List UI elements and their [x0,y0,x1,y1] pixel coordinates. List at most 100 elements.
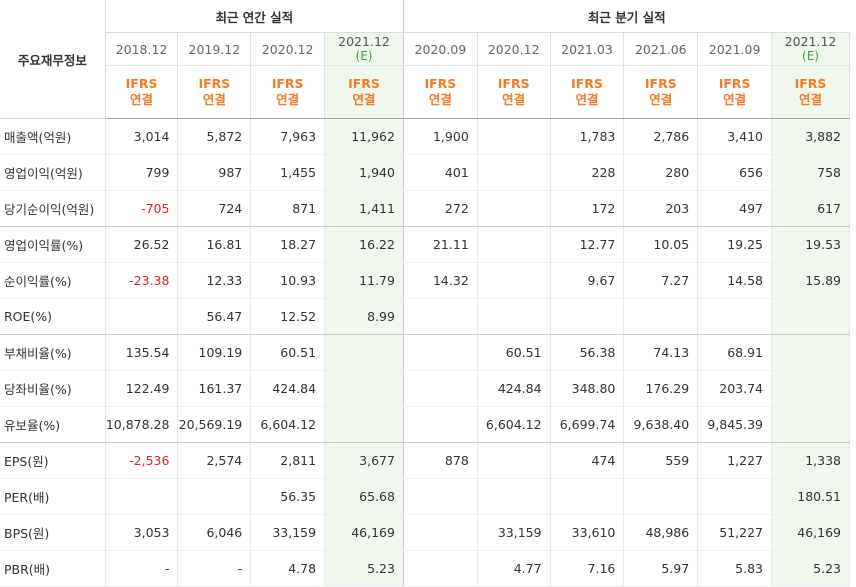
value-cell: 68.91 [697,334,773,371]
ifrs-header: IFRS 연결 [623,65,699,119]
ifrs-label: IFRS [571,76,603,91]
table-row: EPS(원) -2,536 2,574 2,811 3,677 878 474 559 1,22… [0,442,850,479]
table-row: 영업이익률(%) 26.52 16.81 18.27 16.22 21.11 12.77 10… [0,226,850,263]
consolidated-label: 연결 [130,92,154,107]
value-cell: 14.58 [697,262,773,299]
value-cell: 11.79 [324,262,404,299]
consolidated-label: 연결 [575,92,599,107]
value-cell: 4.77 [477,550,551,587]
value-cell: 7.27 [623,262,699,299]
value-cell [477,262,551,299]
value-cell: 56.35 [250,478,326,515]
row-label: PER(배) [0,478,106,515]
row-label: 당기순이익(억원) [0,190,106,227]
period-header: 2020.12 [250,32,326,66]
value-cell: 8.99 [324,298,404,335]
ifrs-header: IFRS 연결 [324,65,404,119]
period-header: 2021.03 [550,32,625,66]
value-cell [324,334,404,371]
value-cell [403,550,478,587]
value-cell: 3,053 [105,514,179,551]
table-row: 유보율(%) 10,878.28 20,569.19 6,604.12 6,604.12… [0,406,850,443]
value-cell [403,298,478,335]
value-cell: 4.78 [250,550,326,587]
value-cell: 33,159 [250,514,326,551]
value-cell: 6,604.12 [250,406,326,443]
period-label: 2020.12 [487,41,540,57]
value-cell: 16.22 [324,226,404,263]
period-label: 2020.09 [414,41,467,57]
value-cell [771,406,850,443]
value-cell: 424.84 [477,370,551,407]
ifrs-label: IFRS [348,76,380,91]
row-label: 유보율(%) [0,406,106,443]
value-cell: 2,811 [250,442,326,479]
consolidated-label: 연결 [649,92,673,107]
value-cell: 135.54 [105,334,179,371]
consolidated-label: 연결 [428,92,452,107]
value-cell: 474 [550,442,625,479]
value-cell [403,478,478,515]
period-label: 2021.12 [784,34,837,49]
value-cell [771,370,850,407]
value-cell: 15.89 [771,262,850,299]
value-cell: 11,962 [324,118,404,155]
ifrs-header: IFRS 연결 [550,65,625,119]
value-cell: -2,536 [105,442,179,479]
period-header: 2020.09 [403,32,478,66]
table-row: PBR(배) - -4.78 5.23 4.77 7.16 5.97 5.83 5.23 [0,550,850,587]
consolidated-label: 연결 [502,92,526,107]
ifrs-label: IFRS [794,76,827,91]
value-cell [477,118,551,155]
value-cell: 6,604.12 [477,406,551,443]
value-cell: 6,046 [177,514,252,551]
value-cell: 348.80 [550,370,625,407]
estimate-mark: (E) [355,49,373,63]
value-cell: -23.38 [105,262,179,299]
value-cell: 871 [250,190,326,227]
ifrs-label: IFRS [497,76,530,91]
value-cell [697,298,773,335]
period-label: 2021.12 [338,34,390,49]
value-cell: 617 [771,190,850,227]
period-label: 2020.12 [261,41,314,57]
row-label: 매출액(억원) [0,118,106,155]
value-cell: 74.13 [623,334,699,371]
value-cell: 3,882 [771,118,850,155]
value-cell: 10.05 [623,226,699,263]
period-row: 2018.12 2019.12 2020.12 2021.12 (E) 2020.09 20… [0,32,850,66]
value-cell: 9.67 [550,262,625,299]
value-cell: - [177,550,252,587]
value-cell: 7.16 [550,550,625,587]
value-cell [324,370,404,407]
value-cell: 1,783 [550,118,625,155]
value-cell: 1,900 [403,118,478,155]
value-cell: 9,845.39 [697,406,773,443]
value-cell: 1,455 [250,154,326,191]
value-cell [105,298,179,335]
value-cell [623,298,699,335]
value-cell: 5.23 [324,550,404,587]
ifrs-label: IFRS [424,76,457,91]
value-cell: 10,878.28 [105,406,179,443]
table-row: 당기순이익(억원) -705 724 871 1,411 272 172 203 497 617 [0,190,850,227]
period-header: 2020.12 [477,32,551,66]
value-cell: 1,940 [324,154,404,191]
period-label: 2021.03 [561,41,613,57]
period-header: 2021.06 [623,32,699,66]
value-cell: 3,014 [105,118,179,155]
table-row: 매출액(억원) 3,014 5,872 7,963 11,962 1,900 1,783 2,… [0,118,850,155]
ifrs-header: IFRS 연결 [250,65,326,119]
value-cell [324,406,404,443]
value-cell [105,478,179,515]
period-label: 2021.06 [634,41,687,57]
row-label: 부채비율(%) [0,334,106,371]
value-cell: - [105,550,179,587]
value-cell: 3,677 [324,442,404,479]
table-row: ROE(%) 56.47 12.52 8.99 [0,298,850,335]
period-label: 2018.12 [115,41,168,57]
value-cell: 656 [697,154,773,191]
value-cell: 60.51 [477,334,551,371]
ifrs-header: IFRS 연결 [177,65,252,119]
value-cell: 799 [105,154,179,191]
